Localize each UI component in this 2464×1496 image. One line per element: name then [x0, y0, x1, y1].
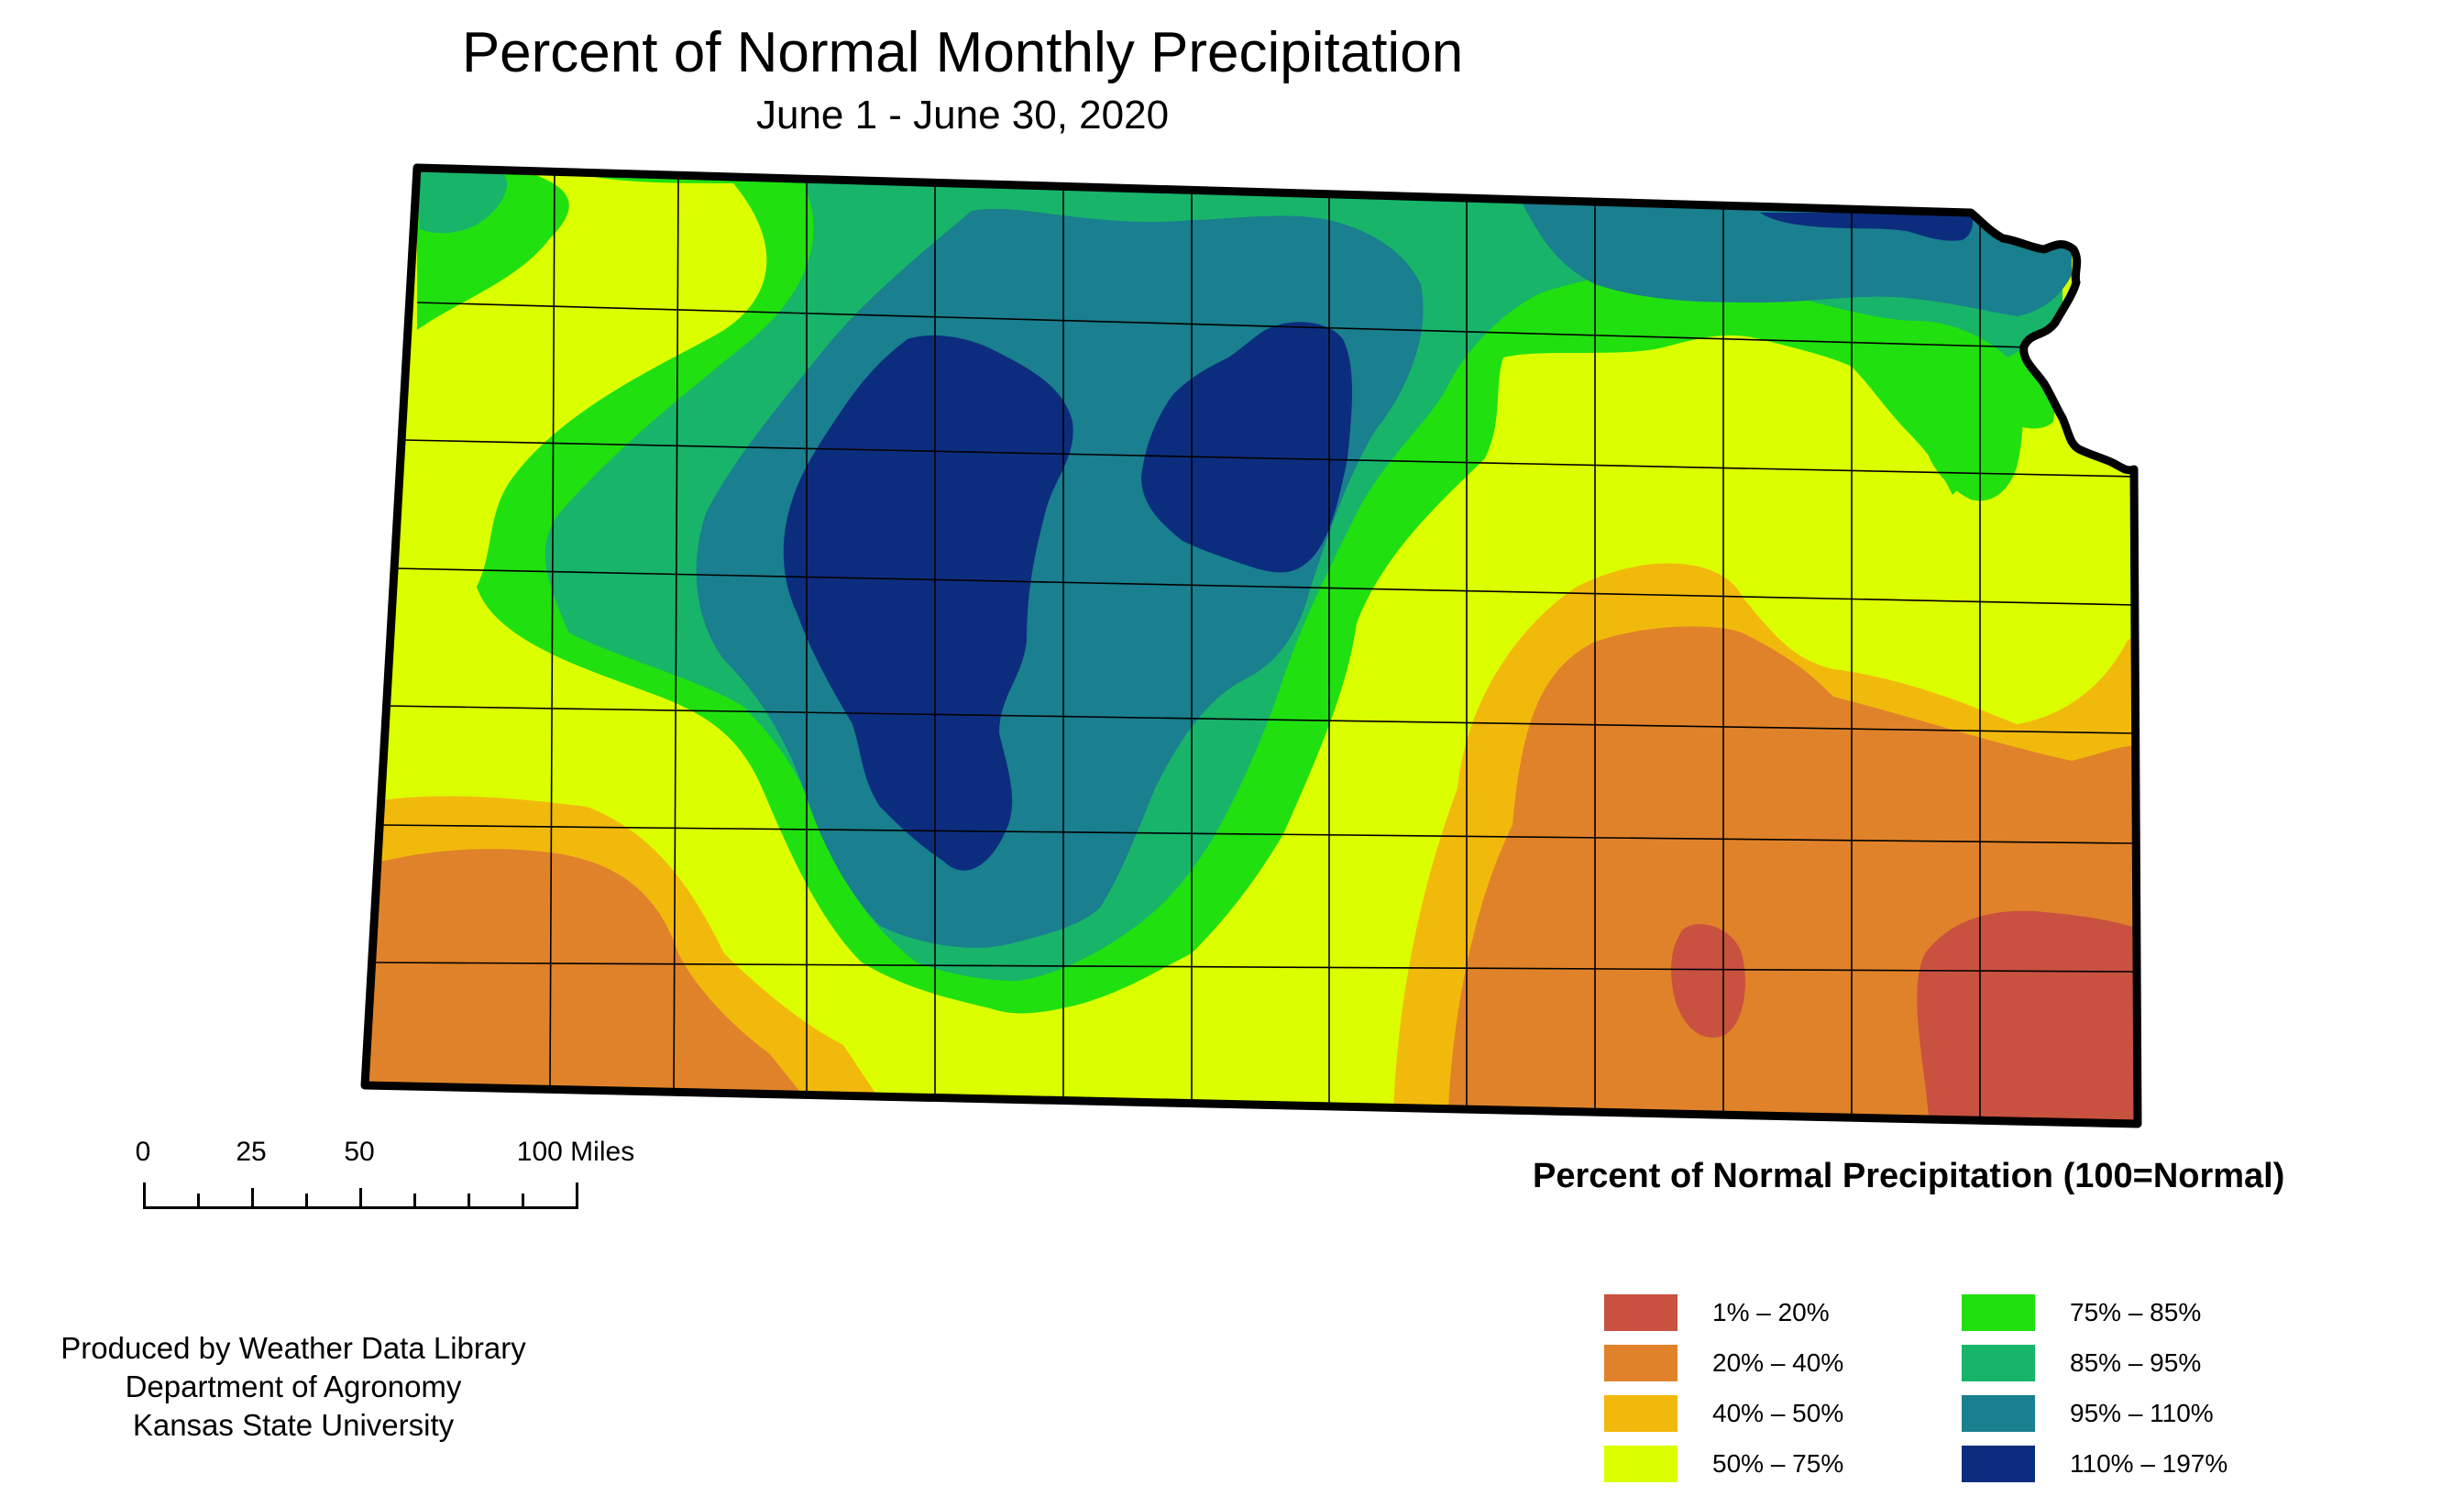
scale-tick	[359, 1188, 362, 1209]
legend-item: 75% – 85%	[1962, 1294, 2347, 1331]
scale-tick	[197, 1194, 200, 1209]
legend-label: 95% – 110%	[2070, 1399, 2214, 1427]
scale-tick	[251, 1188, 254, 1209]
legend-item: 20% – 40%	[1604, 1345, 1989, 1381]
scale-label-100: 100 Miles	[516, 1137, 635, 1167]
credit-line-1: Produced by Weather Data Library	[60, 1331, 526, 1365]
zone-1-20-a	[1671, 924, 1745, 1038]
credit-line-3: Kansas State University	[132, 1408, 455, 1442]
legend-swatch	[1962, 1395, 2035, 1432]
scale-tick	[305, 1194, 308, 1209]
scale-label-25: 25	[236, 1137, 267, 1167]
scale-tick	[143, 1182, 146, 1209]
map-subtitle: June 1 - June 30, 2020	[755, 93, 1170, 138]
zone-20-40-west	[365, 849, 807, 1100]
credit-line-2: Department of Agronomy	[125, 1370, 462, 1403]
legend-label: 75% – 85%	[2070, 1298, 2202, 1326]
legend-item: 85% – 95%	[1962, 1345, 2347, 1381]
legend-label: 50% – 75%	[1712, 1449, 1844, 1478]
kansas-state-border	[360, 163, 2142, 1128]
legend-item: 110% – 197%	[1962, 1446, 2347, 1482]
legend-label: 20% – 40%	[1712, 1348, 1844, 1377]
legend-swatch	[1962, 1294, 2035, 1331]
scale-bar: 0 25 50 100 Miles	[135, 1137, 688, 1210]
scale-label-50: 50	[344, 1137, 375, 1167]
scale-label-0: 0	[135, 1137, 151, 1167]
legend-label: 40% – 50%	[1712, 1399, 1844, 1427]
zone-110-197-west	[783, 335, 1073, 871]
credit-block: Produced by Weather Data Library Departm…	[55, 1329, 532, 1445]
county-lines	[375, 168, 2137, 1124]
zone-110-197-ne	[1760, 213, 1973, 241]
scale-tick	[413, 1194, 416, 1209]
legend-label: 110% – 197%	[2070, 1449, 2228, 1478]
zone-1-20-b	[1917, 910, 2138, 1124]
legend-swatch	[1604, 1294, 1678, 1331]
legend-item: 50% – 75%	[1604, 1446, 1989, 1482]
legend-label: 85% – 95%	[2070, 1348, 2202, 1377]
legend-item: 1% – 20%	[1604, 1294, 1989, 1331]
zone-85-95-nw	[417, 168, 508, 234]
zone-75-85-ne	[1911, 346, 2023, 501]
legend-label: 1% – 20%	[1712, 1298, 1830, 1326]
legend-swatch	[1604, 1395, 1678, 1432]
legend-swatch	[1604, 1345, 1678, 1381]
map-title: Percent of Normal Monthly Precipitation	[461, 21, 1464, 84]
legend-swatch	[1962, 1446, 2035, 1482]
legend-swatch	[1604, 1446, 1678, 1482]
legend-swatch	[1962, 1345, 2035, 1381]
zone-110-197-east	[1141, 322, 1352, 573]
legend-title: Percent of Normal Precipitation (100=Nor…	[1533, 1157, 2285, 1195]
scale-tick	[576, 1182, 578, 1209]
scale-tick	[522, 1194, 524, 1209]
legend-item: 95% – 110%	[1962, 1395, 2347, 1432]
legend-item: 40% – 50%	[1604, 1395, 1989, 1432]
scale-tick	[468, 1194, 470, 1209]
